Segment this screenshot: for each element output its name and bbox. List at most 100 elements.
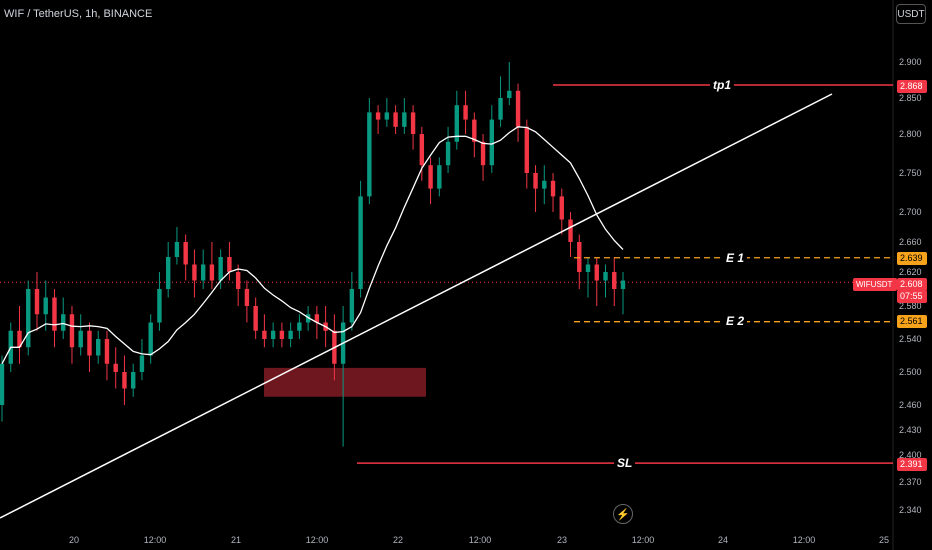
- x-tick-label: 21: [231, 535, 241, 545]
- candle-body: [104, 339, 110, 364]
- candle-body: [262, 330, 267, 339]
- candle-body: [0, 363, 5, 405]
- candle-body: [200, 264, 206, 281]
- candle-body: [375, 112, 381, 120]
- candle-body: [603, 272, 608, 281]
- current-price-tag: 2.608: [897, 278, 927, 291]
- candle-body: [524, 126, 529, 173]
- candle-body: [620, 280, 626, 289]
- e1-price-tag: 2.639: [897, 252, 927, 265]
- candle-body: [533, 173, 538, 189]
- candle-body: [235, 272, 241, 289]
- x-tick-label: 12:00: [144, 535, 167, 545]
- y-tick-label: 2.620: [899, 267, 922, 277]
- y-tick-label: 2.850: [899, 93, 922, 103]
- candle-body: [550, 180, 556, 197]
- candle-body: [594, 264, 599, 281]
- candle-body: [288, 330, 293, 339]
- x-tick-label: 20: [69, 535, 79, 545]
- candle-body: [69, 314, 75, 348]
- candle-body: [428, 165, 433, 189]
- candle-body: [454, 105, 460, 142]
- candle-body: [157, 289, 162, 323]
- candle-body: [358, 196, 363, 289]
- candle-body: [270, 330, 276, 339]
- candle-body: [26, 289, 31, 348]
- candle-body: [559, 196, 564, 220]
- candle-body: [393, 112, 398, 127]
- x-tick-label: 12:00: [469, 535, 492, 545]
- candle-body: [419, 134, 425, 166]
- candle-body: [113, 363, 118, 372]
- candle-body: [279, 330, 285, 339]
- candle-body: [209, 264, 215, 281]
- candle-body: [61, 314, 66, 331]
- x-tick-label: 25: [879, 535, 889, 545]
- y-tick-label: 2.700: [899, 207, 922, 217]
- demand-zone: [264, 367, 426, 397]
- candle-body: [148, 322, 153, 356]
- candle-body: [305, 314, 311, 323]
- y-tick-label: 2.370: [899, 477, 922, 487]
- symbol-tag: WIFUSDT: [853, 278, 897, 291]
- candle-body: [515, 90, 521, 127]
- candle-body: [17, 330, 22, 348]
- x-tick-label: 12:00: [632, 535, 655, 545]
- candle-body: [507, 90, 512, 98]
- x-tick-label: 23: [557, 535, 567, 545]
- tp1-label: tp1: [710, 78, 734, 92]
- currency-button[interactable]: USDT: [896, 4, 926, 24]
- candle-body: [253, 306, 258, 331]
- lightning-icon[interactable]: ⚡: [613, 504, 633, 524]
- candle-body: [489, 119, 495, 166]
- candle-body: [52, 297, 57, 331]
- candle-body: [139, 355, 145, 372]
- candle-body: [297, 322, 302, 331]
- x-tick-label: 12:00: [306, 535, 329, 545]
- chart-title: WIF / TetherUS, 1h, BINANCE: [4, 8, 153, 20]
- candle-body: [445, 141, 451, 166]
- candle-body: [568, 219, 573, 242]
- e2-price-tag: 2.561: [897, 315, 927, 328]
- candle-body: [577, 242, 582, 272]
- candle-body: [402, 112, 407, 127]
- candle-body: [480, 141, 486, 166]
- candle-body: [130, 372, 136, 389]
- candle-body: [78, 330, 83, 348]
- moving-average-line: [1, 126, 624, 365]
- e2-label: E 2: [723, 314, 748, 328]
- candle-body: [498, 98, 503, 120]
- y-tick-label: 2.400: [899, 450, 922, 460]
- candle-body: [96, 339, 101, 356]
- x-tick-label: 22: [393, 535, 403, 545]
- candle-body: [437, 165, 442, 189]
- y-tick-label: 2.580: [899, 301, 922, 311]
- countdown-tag: 07:55: [897, 290, 927, 303]
- y-tick-label: 2.900: [899, 57, 922, 67]
- candle-body: [314, 314, 320, 323]
- candle-body: [542, 180, 547, 189]
- candle-body: [585, 264, 591, 272]
- candle-body: [227, 257, 232, 272]
- y-tick-label: 2.430: [899, 425, 922, 435]
- e1-label: E 1: [723, 251, 748, 265]
- y-tick-label: 2.460: [899, 400, 922, 410]
- tp1-price-tag: 2.868: [897, 80, 927, 93]
- candle-body: [410, 112, 416, 134]
- y-tick-label: 2.500: [899, 367, 922, 377]
- candle-body: [367, 112, 372, 197]
- candle-body: [244, 289, 250, 306]
- candle-body: [87, 330, 92, 356]
- candle-body: [43, 297, 48, 315]
- y-tick-label: 2.340: [899, 505, 922, 515]
- y-tick-label: 2.750: [899, 168, 922, 178]
- candle-body: [349, 289, 355, 323]
- sl-label: SL: [614, 456, 636, 470]
- candle-body: [183, 242, 188, 265]
- y-tick-label: 2.540: [899, 334, 922, 344]
- candle-body: [174, 242, 180, 257]
- candle-body: [218, 257, 223, 281]
- candle-body: [122, 372, 127, 389]
- x-tick-label: 24: [718, 535, 728, 545]
